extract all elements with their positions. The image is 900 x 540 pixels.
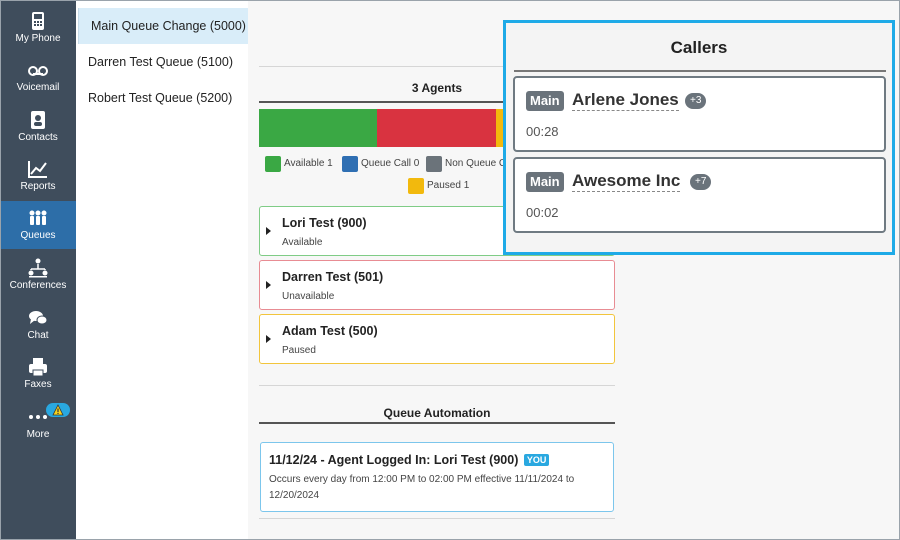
caller-name[interactable]: Arlene Jones: [572, 90, 679, 111]
nav-chat[interactable]: Chat: [0, 301, 76, 349]
callers-title-underline: [514, 70, 886, 72]
agent-name: Adam Test (500): [282, 324, 378, 338]
caller-card-awesome[interactable]: Main Awesome Inc +7 00:02: [513, 157, 886, 233]
expand-caret-icon[interactable]: [266, 227, 271, 235]
queue-tag: Main: [526, 172, 564, 192]
phone-icon: [32, 12, 44, 30]
legend-swatch: [426, 156, 442, 172]
main-nav: My Phone Voicemail Contacts Reports Queu…: [0, 0, 76, 540]
contacts-icon: [31, 111, 45, 129]
queue-tag: Main: [526, 91, 564, 111]
expand-caret-icon[interactable]: [266, 335, 271, 343]
caller-name[interactable]: Awesome Inc: [572, 171, 681, 192]
queue-item-robert[interactable]: Robert Test Queue (5200): [88, 91, 233, 105]
nav-more[interactable]: More: [0, 400, 76, 448]
agent-card-darren[interactable]: Darren Test (501) Unavailable: [259, 260, 615, 310]
automation-entry-description: Occurs every day from 12:00 PM to 02:00 …: [269, 474, 575, 501]
legend-label: Non Queue C: [445, 158, 507, 169]
agent-name: Lori Test (900): [282, 216, 367, 230]
agent-status: Unavailable: [282, 291, 335, 302]
wait-time: 00:28: [526, 124, 559, 139]
divider: [259, 66, 615, 67]
agent-name: Darren Test (501): [282, 270, 384, 284]
automation-entry-title: 11/12/24 - Agent Logged In: Lori Test (9…: [269, 453, 519, 467]
legend-swatch: [408, 178, 424, 194]
nav-reports[interactable]: Reports: [0, 152, 76, 200]
legend-label: Paused 1: [427, 180, 470, 191]
nav-label: Queues: [20, 230, 56, 241]
nav-label: Conferences: [9, 280, 67, 291]
nav-label: Voicemail: [16, 82, 60, 93]
nav-label: Contacts: [18, 132, 58, 143]
title-underline: [259, 422, 615, 424]
status-segment-available[interactable]: [259, 109, 377, 147]
nav-label: Faxes: [24, 379, 52, 390]
nav-contacts[interactable]: Contacts: [0, 103, 76, 151]
queue-item-main[interactable]: Main Queue Change (5000): [78, 8, 248, 44]
agent-status: Paused: [282, 345, 316, 356]
nav-my-phone[interactable]: My Phone: [0, 4, 76, 52]
warning-icon: [52, 404, 64, 416]
legend-swatch: [265, 156, 281, 172]
voicemail-icon: [28, 66, 48, 76]
nav-voicemail[interactable]: Voicemail: [0, 53, 76, 101]
automation-section-title: Queue Automation: [383, 406, 491, 420]
nav-faxes[interactable]: Faxes: [0, 350, 76, 398]
conferences-icon: [28, 258, 48, 278]
nav-queues[interactable]: Queues: [0, 201, 76, 249]
reports-icon: [28, 161, 47, 178]
divider: [259, 518, 615, 519]
callers-panel: Callers Main Arlene Jones +3 00:28 Main …: [503, 20, 895, 255]
queues-icon: [29, 210, 47, 225]
queue-item-darren[interactable]: Darren Test Queue (5100): [88, 55, 233, 69]
warning-badge: [46, 403, 70, 417]
queue-list: Main Queue Change (5000) Darren Test Que…: [76, 0, 248, 540]
nav-label: Reports: [20, 181, 56, 192]
agent-card-adam[interactable]: Adam Test (500) Paused: [259, 314, 615, 364]
more-icon: [29, 415, 47, 419]
you-badge: YOU: [523, 454, 550, 466]
legend-swatch: [342, 156, 358, 172]
status-segment-unavailable[interactable]: [377, 109, 496, 147]
legend-label: Available 1: [284, 158, 333, 169]
agents-section-title: 3 Agents: [411, 81, 463, 95]
callers-title: Callers: [670, 38, 728, 57]
call-count-badge: +7: [690, 174, 712, 190]
divider: [259, 385, 615, 386]
nav-label: My Phone: [15, 33, 61, 44]
caller-card-arlene[interactable]: Main Arlene Jones +3 00:28: [513, 76, 886, 152]
nav-label: More: [26, 429, 50, 440]
wait-time: 00:02: [526, 205, 559, 220]
call-count-badge: +3: [685, 93, 707, 109]
automation-entry-card[interactable]: 11/12/24 - Agent Logged In: Lori Test (9…: [260, 442, 614, 512]
automation-entry-title-row: 11/12/24 - Agent Logged In: Lori Test (9…: [269, 453, 550, 467]
agent-status-bar: [259, 109, 515, 147]
nav-conferences[interactable]: Conferences: [0, 251, 76, 299]
legend-label: Queue Call 0: [361, 158, 420, 169]
title-underline: [259, 101, 615, 103]
expand-caret-icon[interactable]: [266, 281, 271, 289]
agent-status: Available: [282, 237, 323, 248]
fax-icon: [29, 358, 47, 377]
chat-icon: [29, 311, 48, 325]
nav-label: Chat: [27, 330, 49, 341]
